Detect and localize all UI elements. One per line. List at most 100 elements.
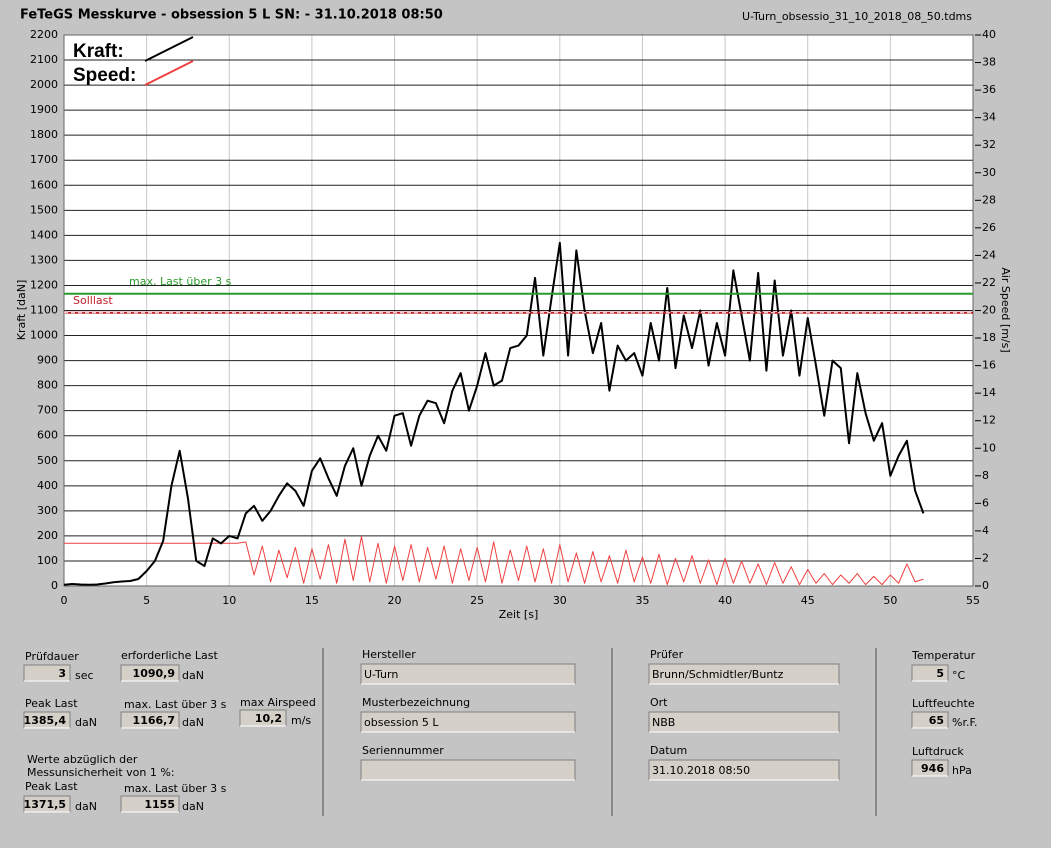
y-tick-label: 100 [37, 554, 58, 567]
file-name: U-Turn_obsessio_31_10_2018_08_50.tdms [742, 10, 972, 23]
y2-tick-label: 10 [982, 441, 996, 454]
y-tick-label: 2100 [30, 53, 58, 66]
y-tick-label: 2000 [30, 78, 58, 91]
field-value: Brunn/Schmidtler/Buntz [652, 668, 784, 681]
field-label: Ort [650, 696, 668, 709]
x-tick-label: 0 [61, 594, 68, 607]
y-tick-label: 1200 [30, 278, 58, 291]
field-label: Peak Last [25, 697, 78, 710]
y2-tick-label: 36 [982, 83, 996, 96]
field-value: 1371,5 [24, 798, 66, 811]
y-tick-label: 1800 [30, 128, 58, 141]
reference-label: Solllast [73, 294, 113, 307]
y-tick-label: 900 [37, 354, 58, 367]
field-label: max. Last über 3 s [124, 698, 227, 711]
y2-tick-label: 8 [982, 469, 989, 482]
series-line [64, 535, 924, 586]
y2-tick-label: 32 [982, 138, 996, 151]
legend-swatch [144, 36, 194, 62]
field-value: obsession 5 L [364, 716, 439, 729]
y2-tick-label: 30 [982, 166, 996, 179]
y-tick-label: 500 [37, 454, 58, 467]
y2-tick-label: 38 [982, 56, 996, 69]
field-label: Luftfeuchte [912, 697, 975, 710]
y2-tick-label: 34 [982, 111, 996, 124]
field-value: 1155 [144, 798, 175, 811]
y2-tick-label: 4 [982, 524, 989, 537]
plot-frame [63, 34, 974, 587]
x-tick-label: 30 [553, 594, 567, 607]
field-label: Hersteller [362, 648, 416, 661]
x-tick-label: 50 [883, 594, 897, 607]
field-unit: daN [182, 800, 204, 813]
chart-title: FeTeGS Messkurve - obsession 5 L SN: - 3… [20, 8, 443, 23]
y2-tick-label: 40 [982, 28, 996, 41]
legend-swatch [144, 60, 194, 86]
y-tick-label: 0 [51, 579, 58, 592]
field-label: max Airspeed [240, 696, 316, 709]
y-tick-label: 1500 [30, 203, 58, 216]
x-tick-label: 55 [966, 594, 980, 607]
y2-tick-label: 20 [982, 304, 996, 317]
field-unit: daN [75, 800, 97, 813]
x-tick-label: 45 [801, 594, 815, 607]
x-tick-label: 40 [718, 594, 732, 607]
y-tick-label: 1900 [30, 103, 58, 116]
field-unit: daN [75, 716, 97, 729]
x-tick-label: 25 [470, 594, 484, 607]
y-tick-label: 1100 [30, 304, 58, 317]
y2-tick-label: 18 [982, 331, 996, 344]
field-label: Prüfdauer [25, 650, 79, 663]
field-box [648, 711, 840, 733]
x-tick-label: 15 [305, 594, 319, 607]
x-tick-label: 5 [143, 594, 150, 607]
field-unit: daN [182, 716, 204, 729]
field-unit: daN [182, 669, 204, 682]
field-value: NBB [652, 716, 675, 729]
y-tick-label: 400 [37, 479, 58, 492]
y-tick-label: 1600 [30, 178, 58, 191]
field-label: Temperatur [911, 649, 976, 662]
field-label: Prüfer [650, 648, 684, 661]
y-tick-label: 1300 [30, 253, 58, 266]
field-unit: °C [952, 669, 966, 682]
x-tick-label: 35 [635, 594, 649, 607]
y-tick-label: 1400 [30, 228, 58, 241]
y2-tick-label: 22 [982, 276, 996, 289]
y2-tick-label: 12 [982, 414, 996, 427]
x-tick-label: 20 [388, 594, 402, 607]
field-label: max. Last über 3 s [124, 782, 227, 795]
y2-tick-label: 0 [982, 579, 989, 592]
field-value: 10,2 [255, 712, 282, 725]
reference-label: max. Last über 3 s [129, 275, 232, 288]
x-axis-label: Zeit [s] [499, 608, 538, 621]
field-unit: %r.F. [952, 716, 978, 729]
y-tick-label: 200 [37, 529, 58, 542]
y2-tick-label: 28 [982, 193, 996, 206]
field-unit: m/s [291, 714, 311, 727]
field-value: 1166,7 [133, 714, 175, 727]
field-label: Luftdruck [912, 745, 964, 758]
field-value: U-Turn [364, 668, 398, 681]
field-value: 31.10.2018 08:50 [652, 764, 750, 777]
field-value: 946 [921, 762, 944, 775]
field-label: Musterbezeichnung [362, 696, 470, 709]
y2-tick-label: 26 [982, 221, 996, 234]
field-label: Peak Last [25, 780, 78, 793]
y-tick-label: 800 [37, 379, 58, 392]
field-unit: sec [75, 669, 94, 682]
y2-tick-label: 16 [982, 359, 996, 372]
legend-label: Speed: [73, 65, 136, 86]
y-tick-label: 300 [37, 504, 58, 517]
field-value: 1385,4 [24, 714, 67, 727]
field-value: 5 [936, 667, 944, 680]
y2-tick-label: 2 [982, 551, 989, 564]
y2-axis-label: Air Speed [m/s] [999, 267, 1012, 352]
field-box [360, 759, 576, 781]
y-axis-label: Kraft [daN] [15, 280, 28, 341]
field-label: erforderliche Last [121, 649, 218, 662]
field-value: 3 [58, 667, 66, 680]
note: Werte abzüglich der [27, 753, 138, 766]
note: Messunsicherheit von 1 %: [27, 766, 175, 779]
